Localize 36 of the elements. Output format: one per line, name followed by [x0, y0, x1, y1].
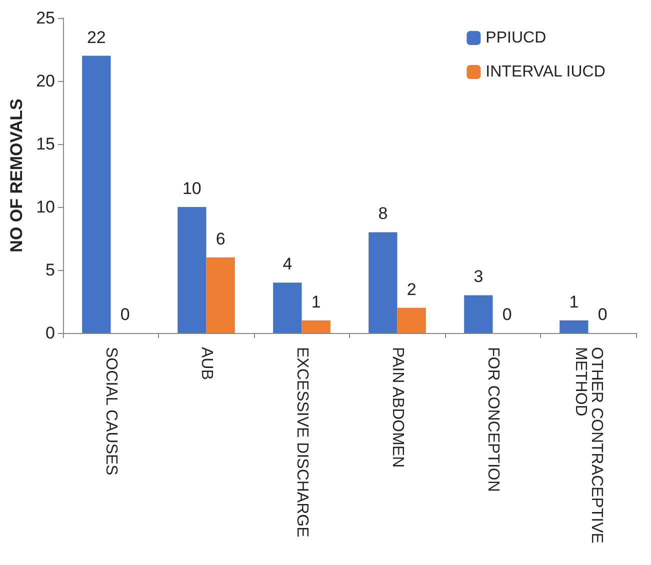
- bar: [273, 282, 302, 333]
- data-label: 0: [502, 305, 512, 324]
- bar: [82, 56, 111, 333]
- data-label: 0: [120, 305, 130, 324]
- x-tick-label: OTHER CONTRACEPTIVE METHOD: [572, 347, 605, 548]
- y-axis-title: NO OF REMOVALS: [7, 98, 26, 252]
- bar: [560, 320, 588, 333]
- bar: [464, 295, 493, 333]
- bar: [397, 308, 426, 333]
- data-label: 0: [598, 305, 608, 324]
- bar: [178, 207, 206, 333]
- y-tick-label: 5: [46, 260, 55, 280]
- bar: [368, 232, 398, 333]
- data-label: 1: [569, 292, 579, 312]
- bar: [206, 257, 235, 333]
- data-label: 4: [282, 254, 292, 274]
- y-tick-label: 10: [36, 198, 55, 216]
- data-label: 10: [182, 179, 202, 198]
- x-tick-label: SOCIAL CAUSES: [102, 347, 120, 476]
- legend-label: INTERVAL IUCD: [486, 64, 606, 80]
- data-label: 2: [406, 280, 416, 299]
- y-tick-label: 15: [36, 134, 55, 154]
- bar: [302, 320, 330, 333]
- x-tick-label: PAIN ABDOMEN: [388, 347, 406, 468]
- data-label: 3: [474, 267, 484, 286]
- x-tick-label: AUB: [198, 347, 215, 380]
- data-label: 22: [86, 28, 106, 47]
- data-label: 6: [216, 229, 226, 248]
- y-tick-label: 0: [46, 324, 55, 342]
- y-tick-label: 20: [36, 72, 55, 90]
- x-tick-label: FOR CONCEPTION: [484, 347, 502, 492]
- data-label: 8: [378, 204, 388, 224]
- legend-label: PPIUCD: [486, 30, 546, 46]
- x-tick-label: EXCESSIVE DISCHARGE: [293, 347, 310, 538]
- y-tick-label: 25: [36, 8, 55, 28]
- data-label: 1: [311, 292, 321, 312]
